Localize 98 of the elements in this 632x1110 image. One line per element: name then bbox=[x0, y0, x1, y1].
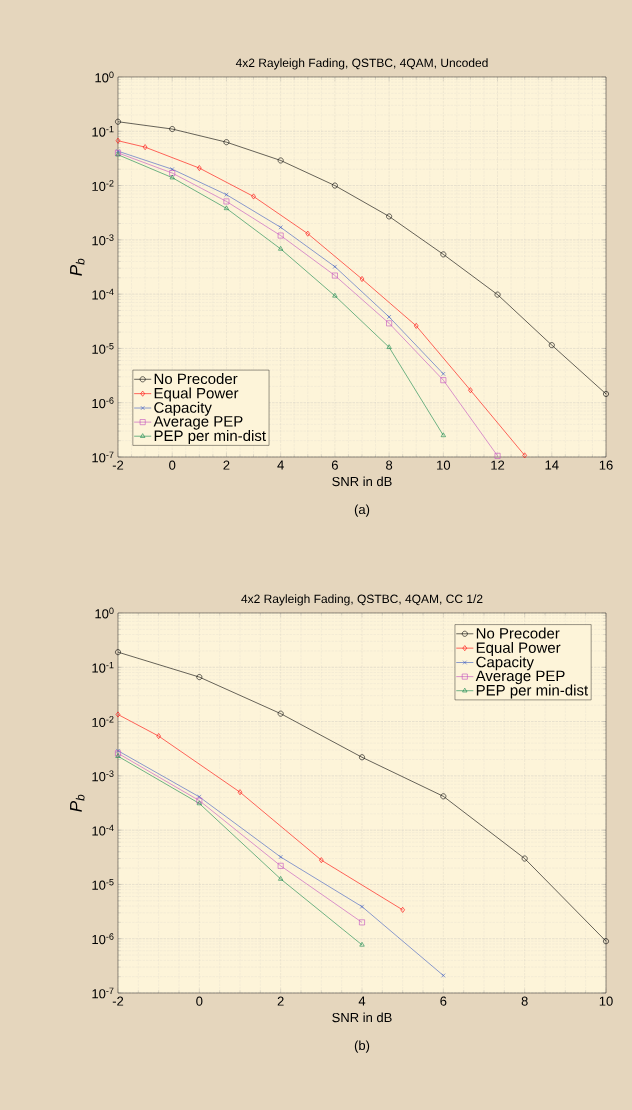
x-tick-label: 0 bbox=[169, 460, 176, 470]
point bbox=[224, 192, 229, 197]
point bbox=[278, 225, 283, 230]
chart-title: 4x2 Rayleigh Fading, QSTBC, 4QAM, Uncoded bbox=[235, 58, 488, 70]
legend-label: Average PEP bbox=[153, 416, 243, 430]
point bbox=[197, 165, 202, 171]
point bbox=[223, 198, 230, 205]
point bbox=[277, 862, 284, 869]
point bbox=[332, 264, 338, 269]
point bbox=[142, 144, 148, 151]
y-axis-title: P$_{b}$ bbox=[70, 794, 85, 812]
point bbox=[386, 314, 392, 320]
y-tick-label: 10$^{-3}$ bbox=[92, 770, 114, 782]
y-tick-label: 10$^{-6}$ bbox=[92, 397, 114, 409]
legend-label: No Precoder bbox=[154, 373, 238, 385]
y-tick-label: 10$^{-4}$ bbox=[92, 288, 114, 300]
point bbox=[170, 167, 175, 172]
y-tick-label: 10$^{-4}$ bbox=[92, 824, 114, 836]
point bbox=[494, 452, 501, 459]
point bbox=[359, 904, 365, 909]
legend-label: Equal Power bbox=[154, 387, 239, 402]
point bbox=[440, 377, 447, 384]
x-tick-label: 4 bbox=[358, 996, 366, 1006]
x-tick-label: 2 bbox=[223, 460, 230, 470]
point bbox=[331, 182, 338, 189]
point bbox=[196, 674, 203, 680]
y-tick-label: 10$^{-5}$ bbox=[92, 879, 114, 890]
point bbox=[169, 174, 175, 180]
point bbox=[359, 276, 365, 282]
x-tick-label: 4 bbox=[277, 460, 284, 470]
point bbox=[223, 205, 229, 210]
point bbox=[197, 794, 202, 800]
x-tick-label: 6 bbox=[331, 460, 338, 470]
y-tick-label: 10$^{-6}$ bbox=[92, 933, 114, 945]
point bbox=[521, 855, 528, 862]
y-tick-label: 10$^{-7}$ bbox=[92, 987, 114, 999]
x-tick-label: 0 bbox=[196, 996, 203, 1006]
point bbox=[332, 292, 338, 298]
point bbox=[359, 941, 365, 947]
point bbox=[223, 139, 230, 146]
point bbox=[440, 251, 447, 258]
x-tick-label: 12 bbox=[491, 460, 505, 470]
point bbox=[440, 793, 447, 800]
point bbox=[251, 193, 256, 200]
y-axis-title: P$_{b}$ bbox=[70, 258, 85, 276]
x-tick-label: 8 bbox=[386, 460, 393, 470]
x-tick-label: 16 bbox=[599, 460, 613, 470]
point bbox=[494, 291, 501, 298]
x-tick-label: 14 bbox=[545, 460, 559, 470]
x-tick-label: -2 bbox=[112, 996, 124, 1006]
point bbox=[278, 854, 283, 860]
point bbox=[331, 272, 338, 279]
y-tick-label: 10$^{-1}$ bbox=[92, 125, 114, 137]
legend-label: Equal Power bbox=[476, 641, 561, 656]
x-tick-label: 8 bbox=[521, 996, 528, 1006]
y-tick-label: 10$^{-3}$ bbox=[92, 234, 114, 246]
legend-label: PEP per min-dist bbox=[476, 684, 589, 699]
x-tick-label: 6 bbox=[440, 996, 447, 1006]
point bbox=[413, 323, 419, 329]
x-tick-label: -2 bbox=[112, 460, 124, 470]
y-tick-label: 10$^{-2}$ bbox=[92, 180, 114, 191]
legend-label: No Precoder bbox=[476, 627, 560, 639]
y-tick-label: 10$^{-1}$ bbox=[92, 661, 114, 673]
x-axis-title: SNR in dB bbox=[332, 1012, 392, 1023]
point bbox=[548, 342, 555, 349]
point bbox=[278, 876, 284, 881]
point bbox=[386, 320, 393, 327]
text: (b) bbox=[354, 1040, 370, 1053]
point bbox=[277, 710, 284, 717]
point bbox=[169, 126, 176, 132]
y-tick-label: 10$^{0}$ bbox=[95, 607, 114, 619]
legend-label: Capacity bbox=[476, 656, 534, 671]
y-tick-label: 10$^{0}$ bbox=[95, 71, 114, 83]
point bbox=[156, 733, 161, 739]
point bbox=[386, 344, 392, 349]
legend-label: Average PEP bbox=[475, 670, 565, 685]
point bbox=[277, 157, 284, 164]
point bbox=[237, 789, 243, 796]
point bbox=[359, 754, 365, 761]
text: (a) bbox=[354, 504, 370, 517]
point bbox=[319, 857, 324, 864]
y-tick-label: 10$^{-5}$ bbox=[92, 343, 114, 354]
legend-label: Capacity bbox=[154, 401, 212, 416]
point bbox=[277, 232, 284, 239]
x-axis-title: SNR in dB bbox=[332, 476, 392, 487]
chart-title: 4x2 Rayleigh Fading, QSTBC, 4QAM, CC 1/2 bbox=[241, 594, 483, 606]
x-tick-label: 10 bbox=[437, 460, 451, 470]
point bbox=[305, 230, 311, 237]
point bbox=[359, 919, 365, 926]
x-tick-label: 10 bbox=[599, 996, 613, 1006]
y-tick-label: 10$^{-7}$ bbox=[92, 451, 114, 463]
point bbox=[468, 387, 473, 394]
legend-label: PEP per min-dist bbox=[154, 430, 266, 444]
y-tick-label: 10$^{-2}$ bbox=[92, 716, 114, 727]
x-tick-label: 2 bbox=[277, 996, 284, 1006]
point bbox=[386, 213, 393, 220]
point bbox=[169, 170, 176, 176]
point bbox=[278, 246, 284, 251]
